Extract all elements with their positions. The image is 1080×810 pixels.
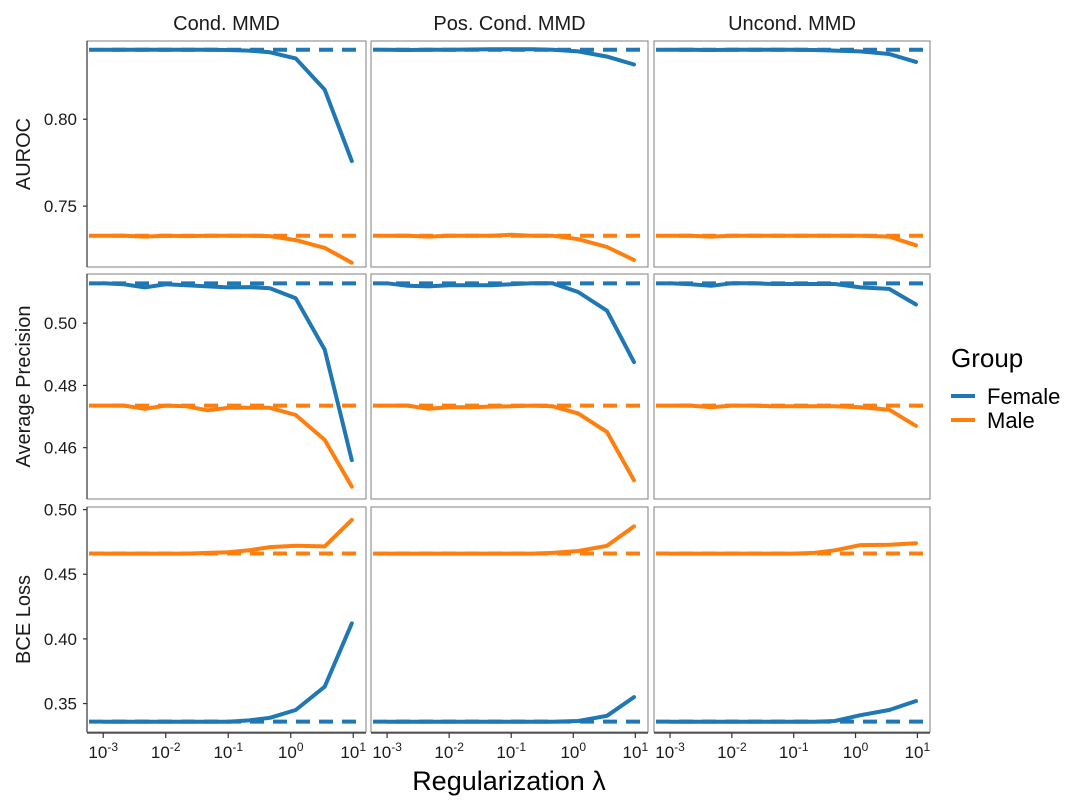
x-tick-label: 100 [560,740,586,762]
panel-r2-c3 [654,274,930,499]
y-tick-label: 0.80 [44,110,77,129]
x-tick-label: 101 [623,740,649,762]
x-tick-label: 10-2 [434,740,464,762]
y-tick-label: 0.75 [44,197,77,216]
row-label-1: AUROC [13,118,35,190]
panel-r2-c1 [87,274,366,499]
y-tick-label: 0.35 [44,695,77,714]
panel-r3-c3 [654,507,930,732]
y-tick-label: 0.48 [44,376,77,395]
x-tick-label: 100 [843,740,869,762]
x-tick-label: 10-3 [372,740,402,762]
column-title-2: Pos. Cond. MMD [433,13,585,35]
row-label-3: BCE Loss [13,575,35,664]
y-tick-label: 0.46 [44,439,77,458]
x-tick-label: 100 [278,740,304,762]
x-tick-label: 10-3 [88,740,118,762]
panel-r1-c1 [87,41,366,267]
y-tick-label: 0.50 [44,501,77,520]
panel-r3-c1 [87,507,366,732]
column-title-3: Uncond. MMD [728,13,856,35]
y-tick-label: 0.45 [44,565,77,584]
row-label-2: Average Precision [13,306,35,468]
x-tick-label: 10-1 [496,740,526,762]
column-title-1: Cond. MMD [173,13,280,35]
x-tick-label: 10-1 [779,740,809,762]
x-tick-label: 10-1 [213,740,243,762]
legend-title: Group [951,343,1023,373]
x-tick-label: 101 [340,740,366,762]
legend-label-female: Female [987,384,1060,409]
x-tick-label: 101 [905,740,931,762]
legend-label-male: Male [987,408,1035,433]
x-tick-label: 10-2 [151,740,181,762]
panel-r1-c3 [654,41,930,267]
y-tick-label: 0.40 [44,630,77,649]
panel-r2-c2 [371,274,648,499]
x-tick-label: 10-3 [655,740,685,762]
panel-r3-c2 [371,507,648,732]
x-tick-label: 10-2 [717,740,747,762]
y-tick-label: 0.50 [44,314,77,333]
x-axis-title: Regularization λ [412,766,606,796]
